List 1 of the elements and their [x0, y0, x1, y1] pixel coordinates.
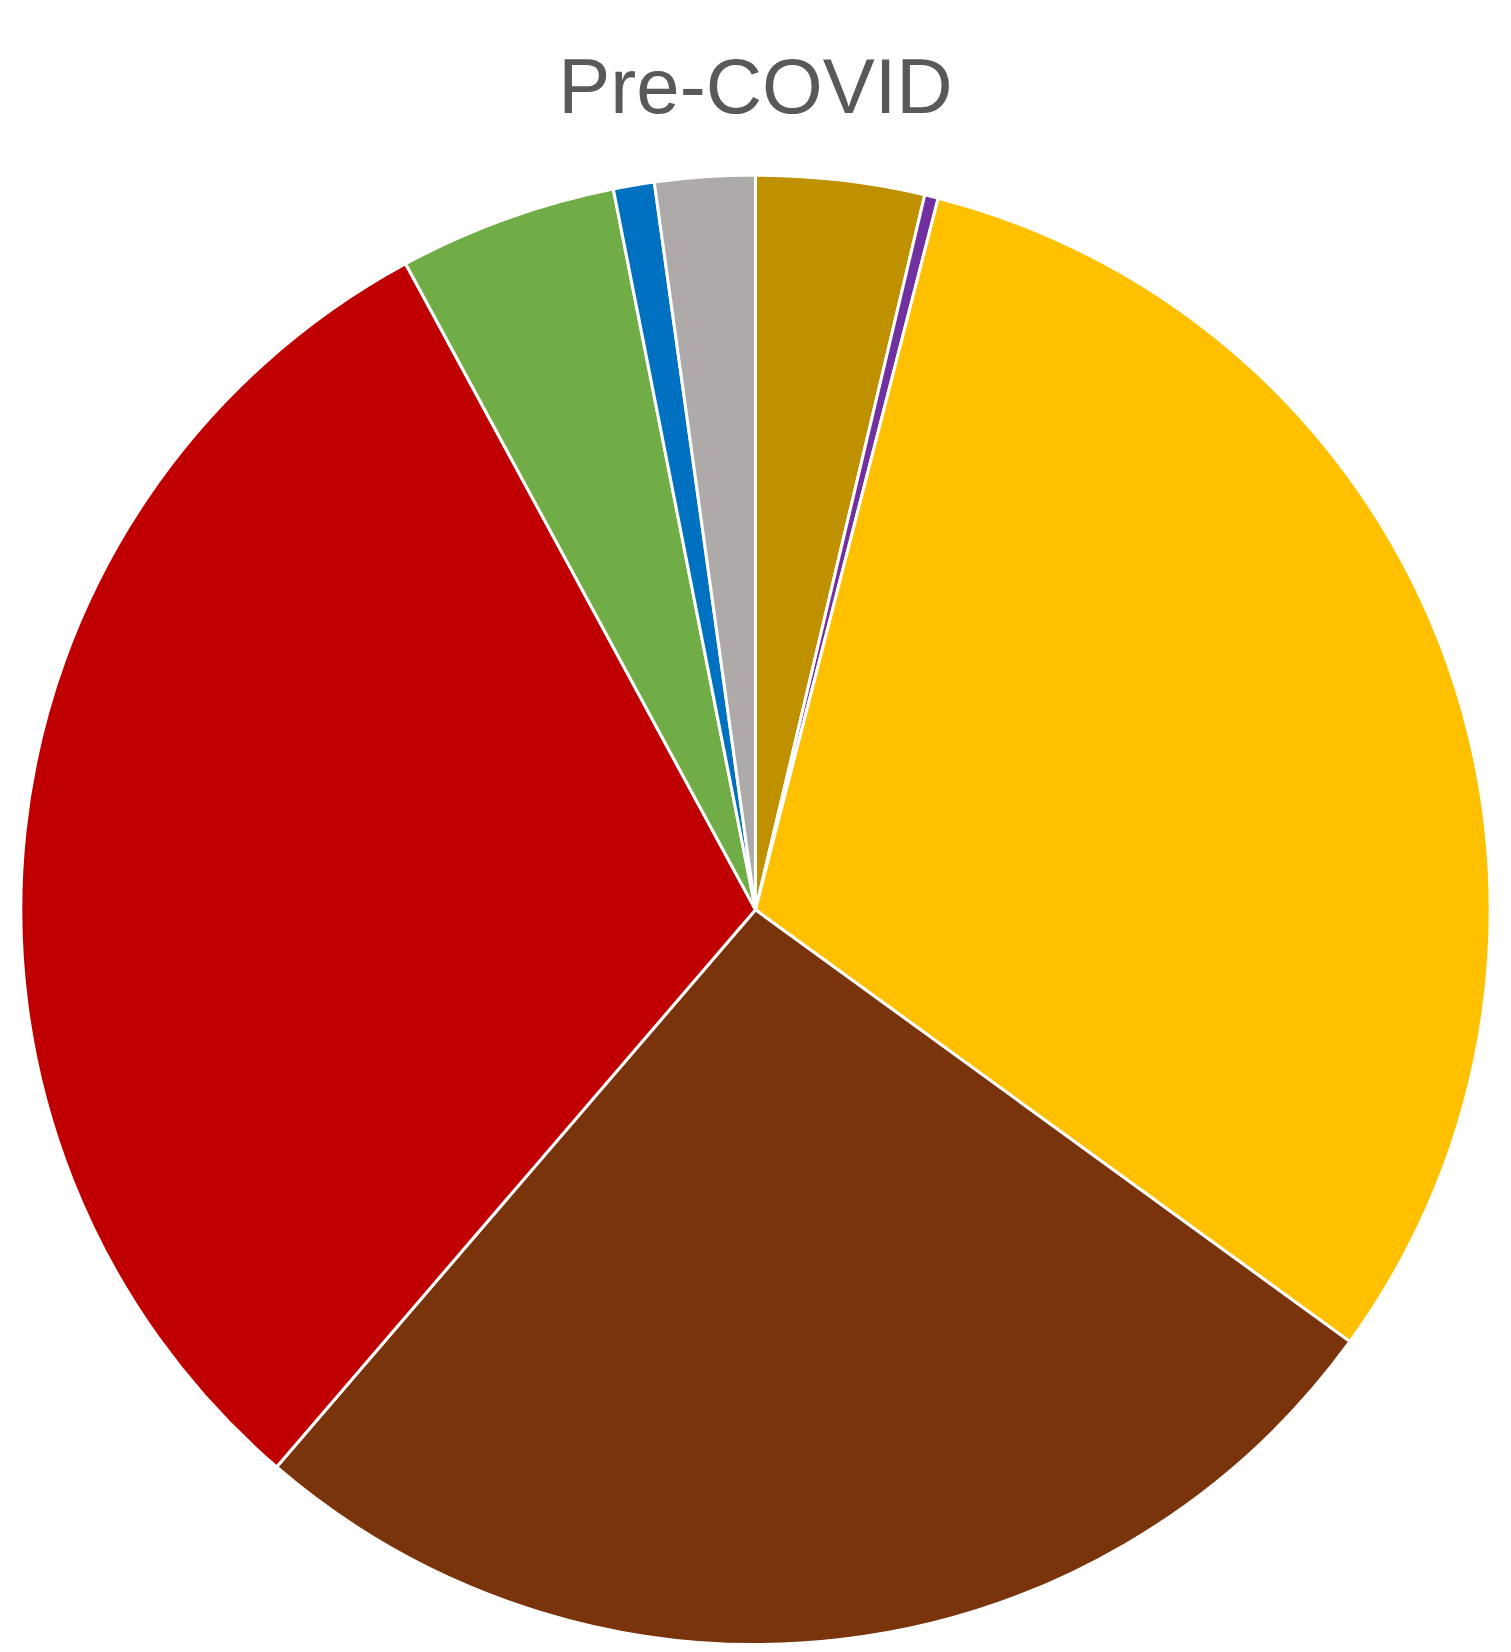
- chart-title: Pre-COVID: [558, 42, 953, 131]
